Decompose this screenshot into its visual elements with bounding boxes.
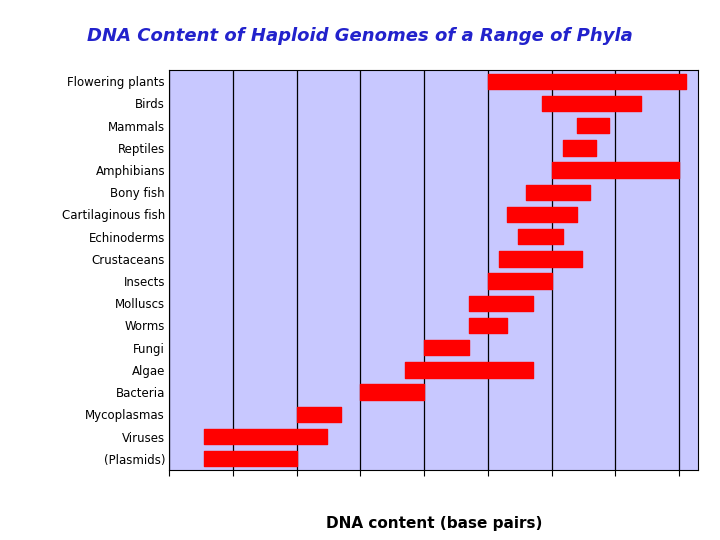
Text: DNA Content of Haploid Genomes of a Range of Phyla: DNA Content of Haploid Genomes of a Rang… (87, 27, 633, 45)
Text: DNA content (base pairs): DNA content (base pairs) (325, 516, 542, 531)
